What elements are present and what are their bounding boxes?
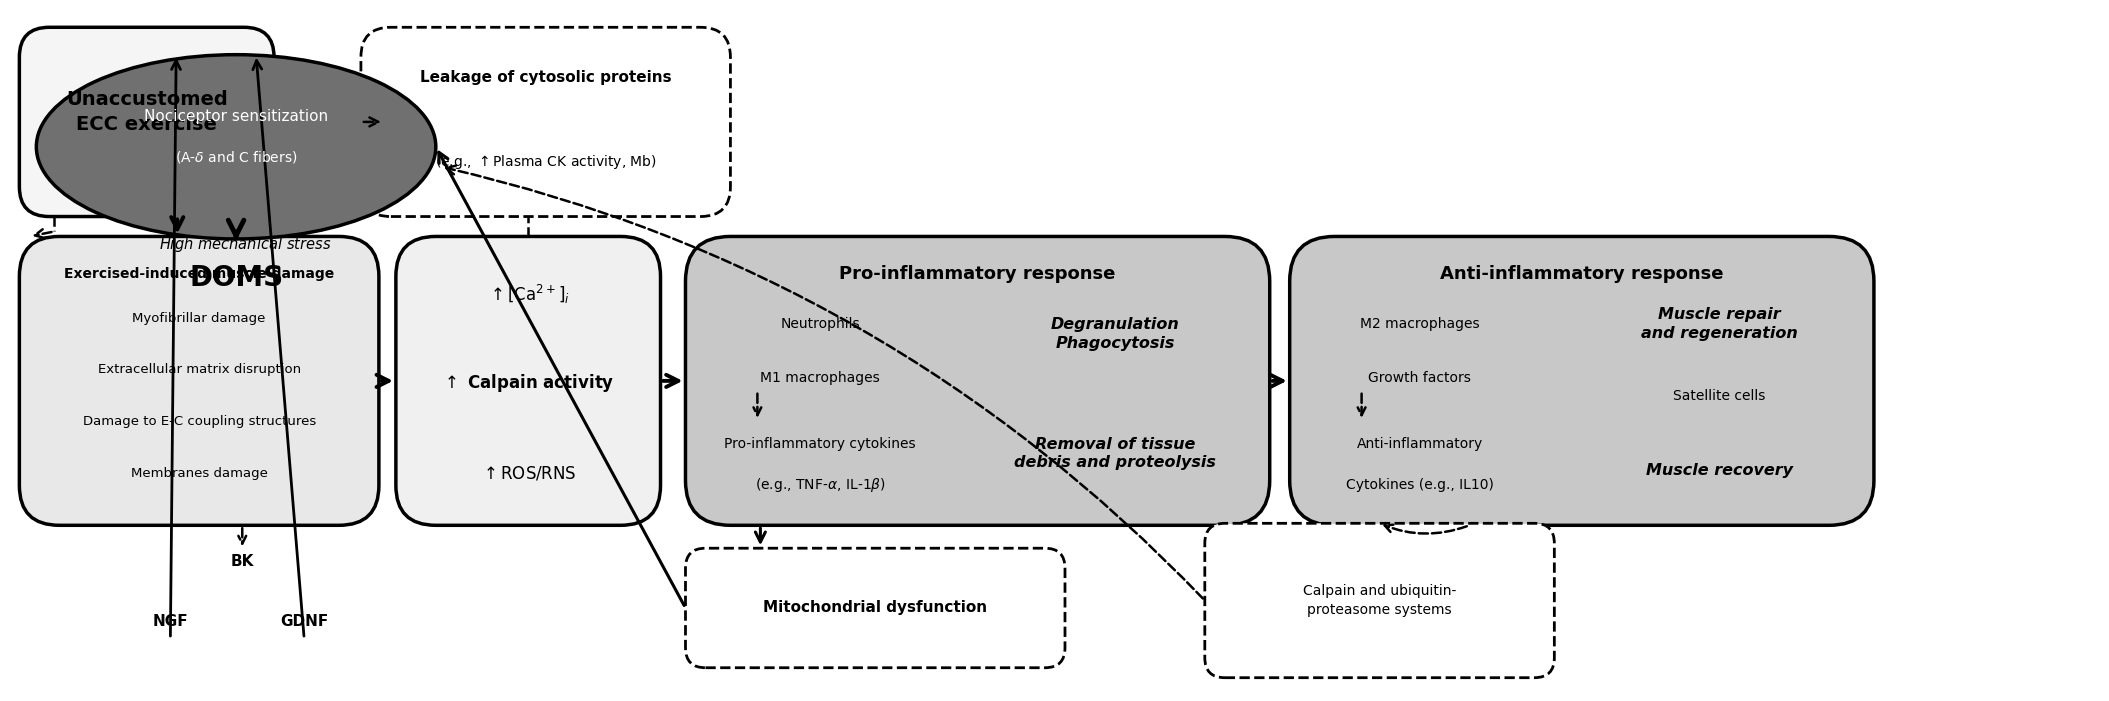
Text: (e.g., $\uparrow$Plasma CK activity, Mb): (e.g., $\uparrow$Plasma CK activity, Mb) — [434, 153, 656, 171]
Text: NGF: NGF — [152, 614, 188, 629]
Text: GDNF: GDNF — [280, 614, 329, 629]
Text: $\uparrow$[Ca$^{2+}$]$_i$: $\uparrow$[Ca$^{2+}$]$_i$ — [487, 283, 569, 306]
Text: Calpain and ubiquitin-
proteasome systems: Calpain and ubiquitin- proteasome system… — [1303, 585, 1455, 617]
Text: $\uparrow$ Calpain activity: $\uparrow$ Calpain activity — [441, 372, 616, 394]
FancyBboxPatch shape — [19, 27, 274, 217]
Text: Leakage of cytosolic proteins: Leakage of cytosolic proteins — [420, 69, 671, 85]
FancyBboxPatch shape — [1291, 236, 1875, 525]
Text: Satellite cells: Satellite cells — [1672, 389, 1765, 403]
Text: Pro-inflammatory response: Pro-inflammatory response — [839, 265, 1116, 283]
Text: Mitochondrial dysfunction: Mitochondrial dysfunction — [763, 601, 987, 615]
Text: $\it{High\ mechanical\ stress}$: $\it{High\ mechanical\ stress}$ — [160, 235, 331, 254]
FancyBboxPatch shape — [361, 27, 730, 217]
Text: Nociceptor sensitization: Nociceptor sensitization — [143, 109, 329, 125]
Text: Membranes damage: Membranes damage — [131, 467, 268, 480]
Text: BK: BK — [230, 554, 253, 569]
Text: $\uparrow$ROS/RNS: $\uparrow$ROS/RNS — [481, 465, 576, 482]
Text: Extracellular matrix disruption: Extracellular matrix disruption — [97, 363, 302, 376]
FancyBboxPatch shape — [685, 548, 1065, 668]
Text: Cytokines (e.g., IL10): Cytokines (e.g., IL10) — [1346, 479, 1493, 493]
Text: (e.g., TNF-$\alpha$, IL-1$\beta$): (e.g., TNF-$\alpha$, IL-1$\beta$) — [755, 477, 886, 494]
Text: Pro-inflammatory cytokines: Pro-inflammatory cytokines — [725, 437, 915, 451]
Text: DOMS: DOMS — [190, 264, 283, 292]
Text: Damage to E-C coupling structures: Damage to E-C coupling structures — [82, 415, 316, 428]
Text: (A-$\delta$ and C fibers): (A-$\delta$ and C fibers) — [175, 149, 297, 165]
Text: Growth factors: Growth factors — [1369, 371, 1470, 385]
FancyBboxPatch shape — [19, 236, 380, 525]
Text: Degranulation
Phagocytosis: Degranulation Phagocytosis — [1050, 318, 1179, 351]
Text: M1 macrophages: M1 macrophages — [761, 371, 879, 385]
Text: Anti-inflammatory response: Anti-inflammatory response — [1440, 265, 1723, 283]
Text: Removal of tissue
debris and proteolysis: Removal of tissue debris and proteolysis — [1014, 437, 1217, 470]
FancyBboxPatch shape — [685, 236, 1270, 525]
FancyBboxPatch shape — [396, 236, 660, 525]
Text: Anti-inflammatory: Anti-inflammatory — [1356, 437, 1483, 451]
Text: Muscle recovery: Muscle recovery — [1645, 463, 1793, 478]
Text: Muscle repair
and regeneration: Muscle repair and regeneration — [1641, 307, 1797, 341]
Ellipse shape — [36, 55, 437, 239]
Text: M2 macrophages: M2 macrophages — [1360, 317, 1478, 331]
Text: Myofibrillar damage: Myofibrillar damage — [133, 312, 266, 325]
Text: Exercised-induced muscle damage: Exercised-induced muscle damage — [63, 267, 333, 281]
Text: Neutrophils: Neutrophils — [780, 317, 860, 331]
FancyBboxPatch shape — [1204, 524, 1554, 678]
Text: Unaccustomed
ECC exercise: Unaccustomed ECC exercise — [65, 90, 228, 134]
